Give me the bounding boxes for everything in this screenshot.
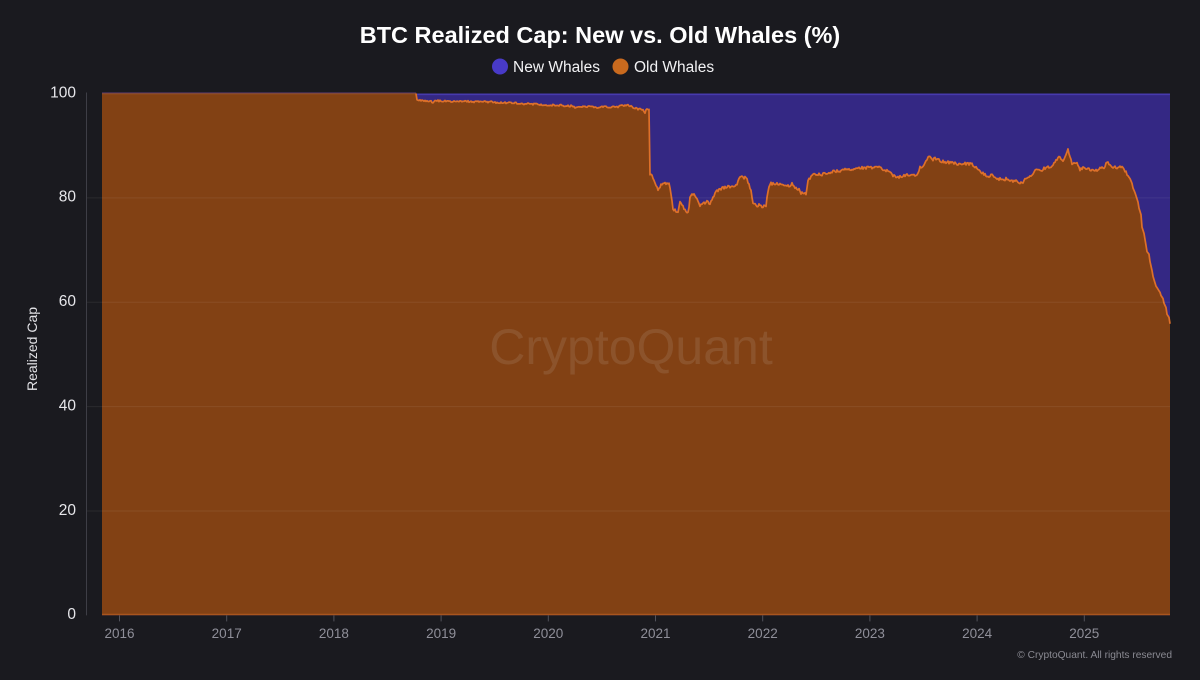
svg-text:2023: 2023 <box>855 626 885 641</box>
svg-text:New Whales: New Whales <box>513 59 600 76</box>
svg-text:CryptoQuant: CryptoQuant <box>489 319 773 375</box>
svg-text:60: 60 <box>59 293 77 310</box>
svg-text:100: 100 <box>50 84 76 101</box>
svg-text:0: 0 <box>67 606 76 623</box>
svg-text:2021: 2021 <box>640 626 670 641</box>
svg-text:40: 40 <box>59 397 77 414</box>
svg-text:Realized Cap: Realized Cap <box>24 307 40 391</box>
svg-text:2018: 2018 <box>319 626 349 641</box>
svg-text:© CryptoQuant. All rights rese: © CryptoQuant. All rights reserved <box>1017 650 1172 661</box>
svg-text:BTC Realized Cap: New vs. Old: BTC Realized Cap: New vs. Old Whales (%) <box>360 22 841 48</box>
svg-text:Old Whales: Old Whales <box>634 59 714 76</box>
svg-text:2020: 2020 <box>533 626 563 641</box>
svg-text:2022: 2022 <box>748 626 778 641</box>
svg-text:2019: 2019 <box>426 626 456 641</box>
svg-text:2016: 2016 <box>104 626 134 641</box>
svg-text:20: 20 <box>59 502 77 519</box>
svg-text:2025: 2025 <box>1069 626 1099 641</box>
svg-text:2024: 2024 <box>962 626 993 641</box>
svg-text:2017: 2017 <box>212 626 242 641</box>
svg-text:80: 80 <box>59 189 77 206</box>
